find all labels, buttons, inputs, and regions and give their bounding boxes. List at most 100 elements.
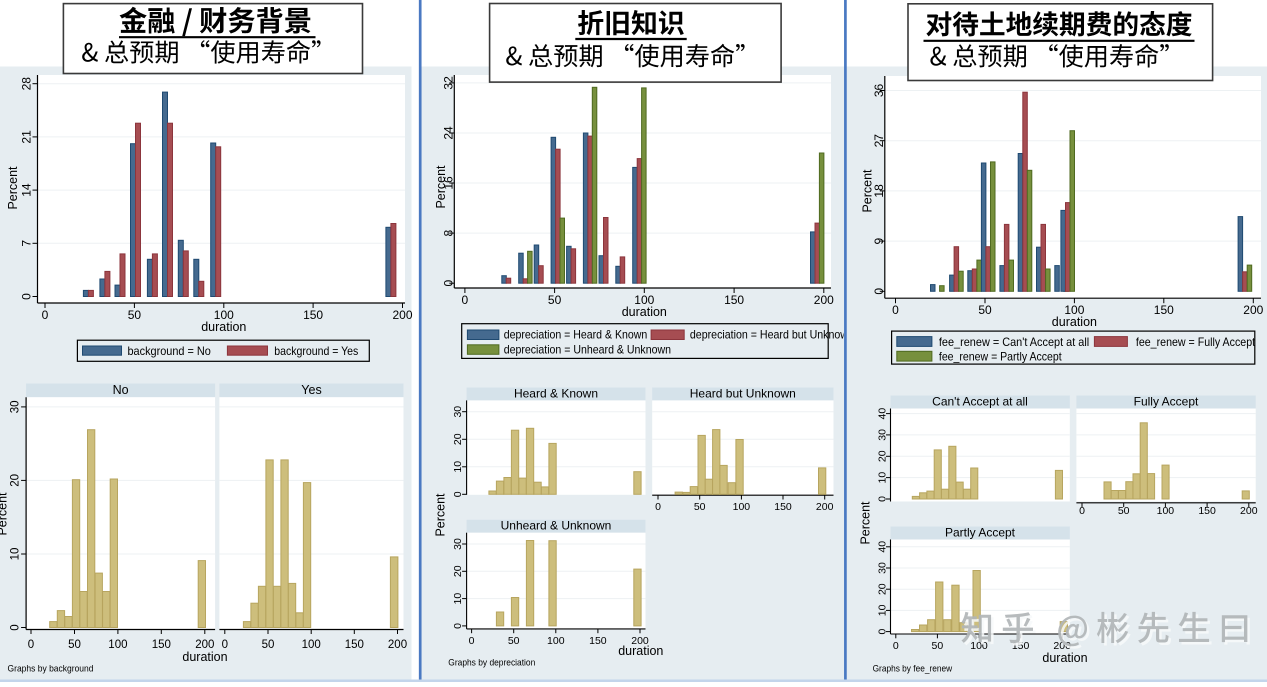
svg-text:fee_renew = Fully Accept: fee_renew = Fully Accept [1136,335,1256,349]
svg-text:150: 150 [589,635,607,647]
svg-text:0: 0 [452,623,464,629]
svg-text:Percent: Percent [434,165,448,209]
svg-text:150: 150 [724,293,744,307]
svg-text:0: 0 [469,635,475,647]
svg-text:Percent: Percent [860,169,874,213]
svg-text:Percent: Percent [433,493,447,537]
svg-text:24: 24 [442,126,456,140]
svg-text:Can't Accept at all: Can't Accept at all [932,394,1028,408]
svg-text:No: No [113,383,129,397]
svg-text:background = Yes: background = Yes [274,344,358,358]
svg-text:Percent: Percent [858,501,872,545]
svg-text:50: 50 [128,308,142,322]
svg-text:Partly Accept: Partly Accept [945,525,1016,539]
svg-text:28: 28 [20,77,34,91]
svg-text:0: 0 [10,624,22,630]
svg-text:100: 100 [547,635,565,647]
svg-text:50: 50 [1118,505,1130,517]
svg-text:30: 30 [877,562,889,574]
svg-text:20: 20 [452,565,464,577]
svg-text:100: 100 [302,639,321,651]
svg-text:10: 10 [877,604,889,616]
svg-text:10: 10 [452,461,464,473]
svg-text:20: 20 [877,450,889,462]
svg-text:Graphs by fee_renew: Graphs by fee_renew [873,664,953,675]
svg-text:14: 14 [20,183,34,197]
svg-text:0: 0 [872,288,886,295]
svg-text:32: 32 [442,76,456,90]
svg-text:0: 0 [452,491,464,497]
svg-text:0: 0 [893,640,899,652]
svg-text:10: 10 [452,593,464,605]
svg-text:0: 0 [877,496,889,502]
svg-text:50: 50 [932,640,944,652]
svg-text:0: 0 [442,280,456,287]
svg-text:20: 20 [452,433,464,445]
svg-text:50: 50 [68,639,81,651]
svg-text:21: 21 [20,130,34,144]
svg-text:Percent: Percent [6,166,20,210]
svg-text:50: 50 [548,293,562,307]
svg-text:fee_renew = Can't Accept at al: fee_renew = Can't Accept at all [939,335,1089,349]
svg-text:30: 30 [10,401,22,414]
svg-text:100: 100 [108,639,127,651]
svg-text:Fully Accept: Fully Accept [1134,394,1199,408]
svg-text:Heard but Unknown: Heard but Unknown [690,386,796,400]
svg-text:0: 0 [42,308,49,322]
svg-text:50: 50 [694,501,706,513]
svg-text:200: 200 [1240,505,1258,517]
svg-text:20: 20 [10,474,22,487]
svg-text:200: 200 [392,308,412,322]
svg-text:200: 200 [814,293,834,307]
svg-text:duration: duration [618,644,663,658]
svg-text:10: 10 [10,548,22,561]
svg-text:duration: duration [182,650,227,664]
svg-text:8: 8 [442,229,456,236]
svg-text:Percent: Percent [0,492,9,536]
svg-text:150: 150 [1198,505,1216,517]
svg-text:27: 27 [872,134,886,148]
svg-text:20: 20 [877,583,889,595]
svg-text:9: 9 [872,237,886,244]
svg-text:duration: duration [201,320,246,334]
svg-text:30: 30 [452,406,464,418]
svg-text:30: 30 [877,429,889,441]
svg-text:0: 0 [1079,505,1085,517]
svg-text:200: 200 [1243,303,1263,317]
svg-text:duration: duration [1042,651,1087,665]
svg-text:100: 100 [1157,505,1175,517]
svg-text:50: 50 [978,303,992,317]
svg-text:0: 0 [655,501,661,513]
svg-text:duration: duration [1052,315,1097,329]
svg-text:200: 200 [816,501,834,513]
svg-text:50: 50 [262,639,275,651]
svg-text:200: 200 [388,639,407,651]
svg-text:150: 150 [345,639,364,651]
svg-text:depreciation = Heard but Unkno: depreciation = Heard but Unknown [690,328,854,342]
svg-text:150: 150 [774,501,792,513]
svg-text:7: 7 [20,240,34,247]
svg-text:Unheard & Unknown: Unheard & Unknown [501,519,612,533]
svg-text:depreciation = Unheard & Unkno: depreciation = Unheard & Unknown [504,343,671,357]
svg-text:50: 50 [508,635,520,647]
svg-text:150: 150 [303,308,323,322]
svg-text:0: 0 [28,639,34,651]
svg-text:background = No: background = No [128,344,212,358]
svg-text:150: 150 [152,639,171,651]
svg-text:40: 40 [877,541,889,553]
svg-text:Heard & Known: Heard & Known [514,386,598,400]
svg-text:36: 36 [872,84,886,98]
svg-text:100: 100 [733,501,751,513]
svg-text:0: 0 [877,629,889,635]
svg-text:Yes: Yes [301,383,321,397]
svg-text:30: 30 [452,538,464,550]
svg-text:Graphs by depreciation: Graphs by depreciation [448,658,535,669]
svg-text:depreciation = Heard & Known: depreciation = Heard & Known [504,328,648,342]
svg-text:0: 0 [20,293,34,300]
svg-text:40: 40 [877,408,889,420]
svg-text:150: 150 [1154,303,1174,317]
svg-text:10: 10 [877,472,889,484]
svg-text:fee_renew = Partly Accept: fee_renew = Partly Accept [939,350,1062,364]
svg-text:0: 0 [462,293,469,307]
svg-text:Graphs by background: Graphs by background [8,664,94,675]
